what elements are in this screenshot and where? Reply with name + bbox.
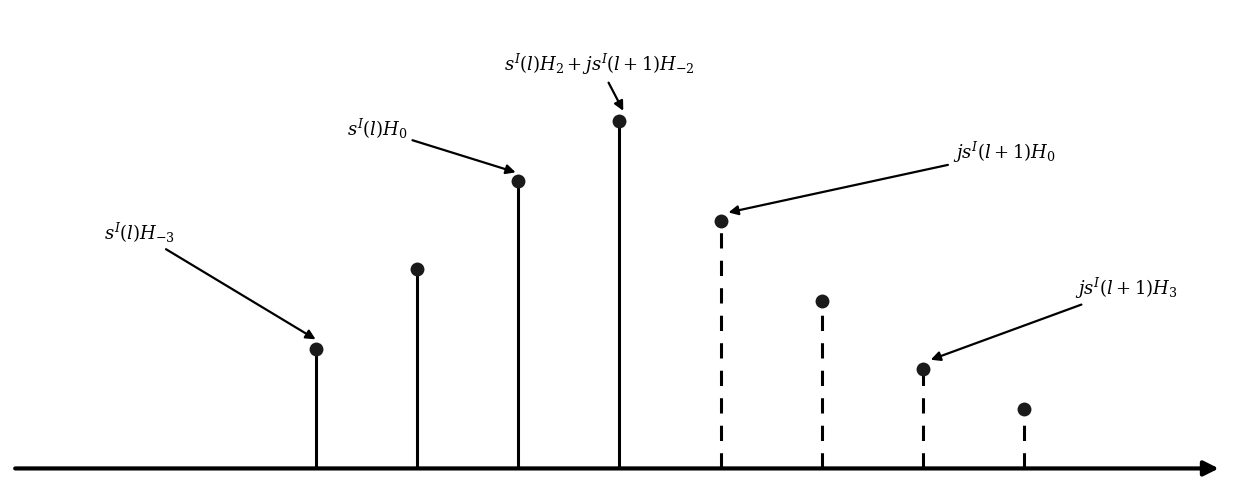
Text: $js^I(l+1)H_3$: $js^I(l+1)H_3$ xyxy=(933,276,1177,360)
Text: $s^I(l)H_0$: $s^I(l)H_0$ xyxy=(347,117,513,173)
Text: $s^I(l)H_2 + js^I(l+1)H_{-2}$: $s^I(l)H_2 + js^I(l+1)H_{-2}$ xyxy=(504,52,695,109)
Text: $s^I(l)H_{-3}$: $s^I(l)H_{-3}$ xyxy=(104,221,313,338)
Text: $js^I(l+1)H_0$: $js^I(l+1)H_0$ xyxy=(731,140,1056,214)
